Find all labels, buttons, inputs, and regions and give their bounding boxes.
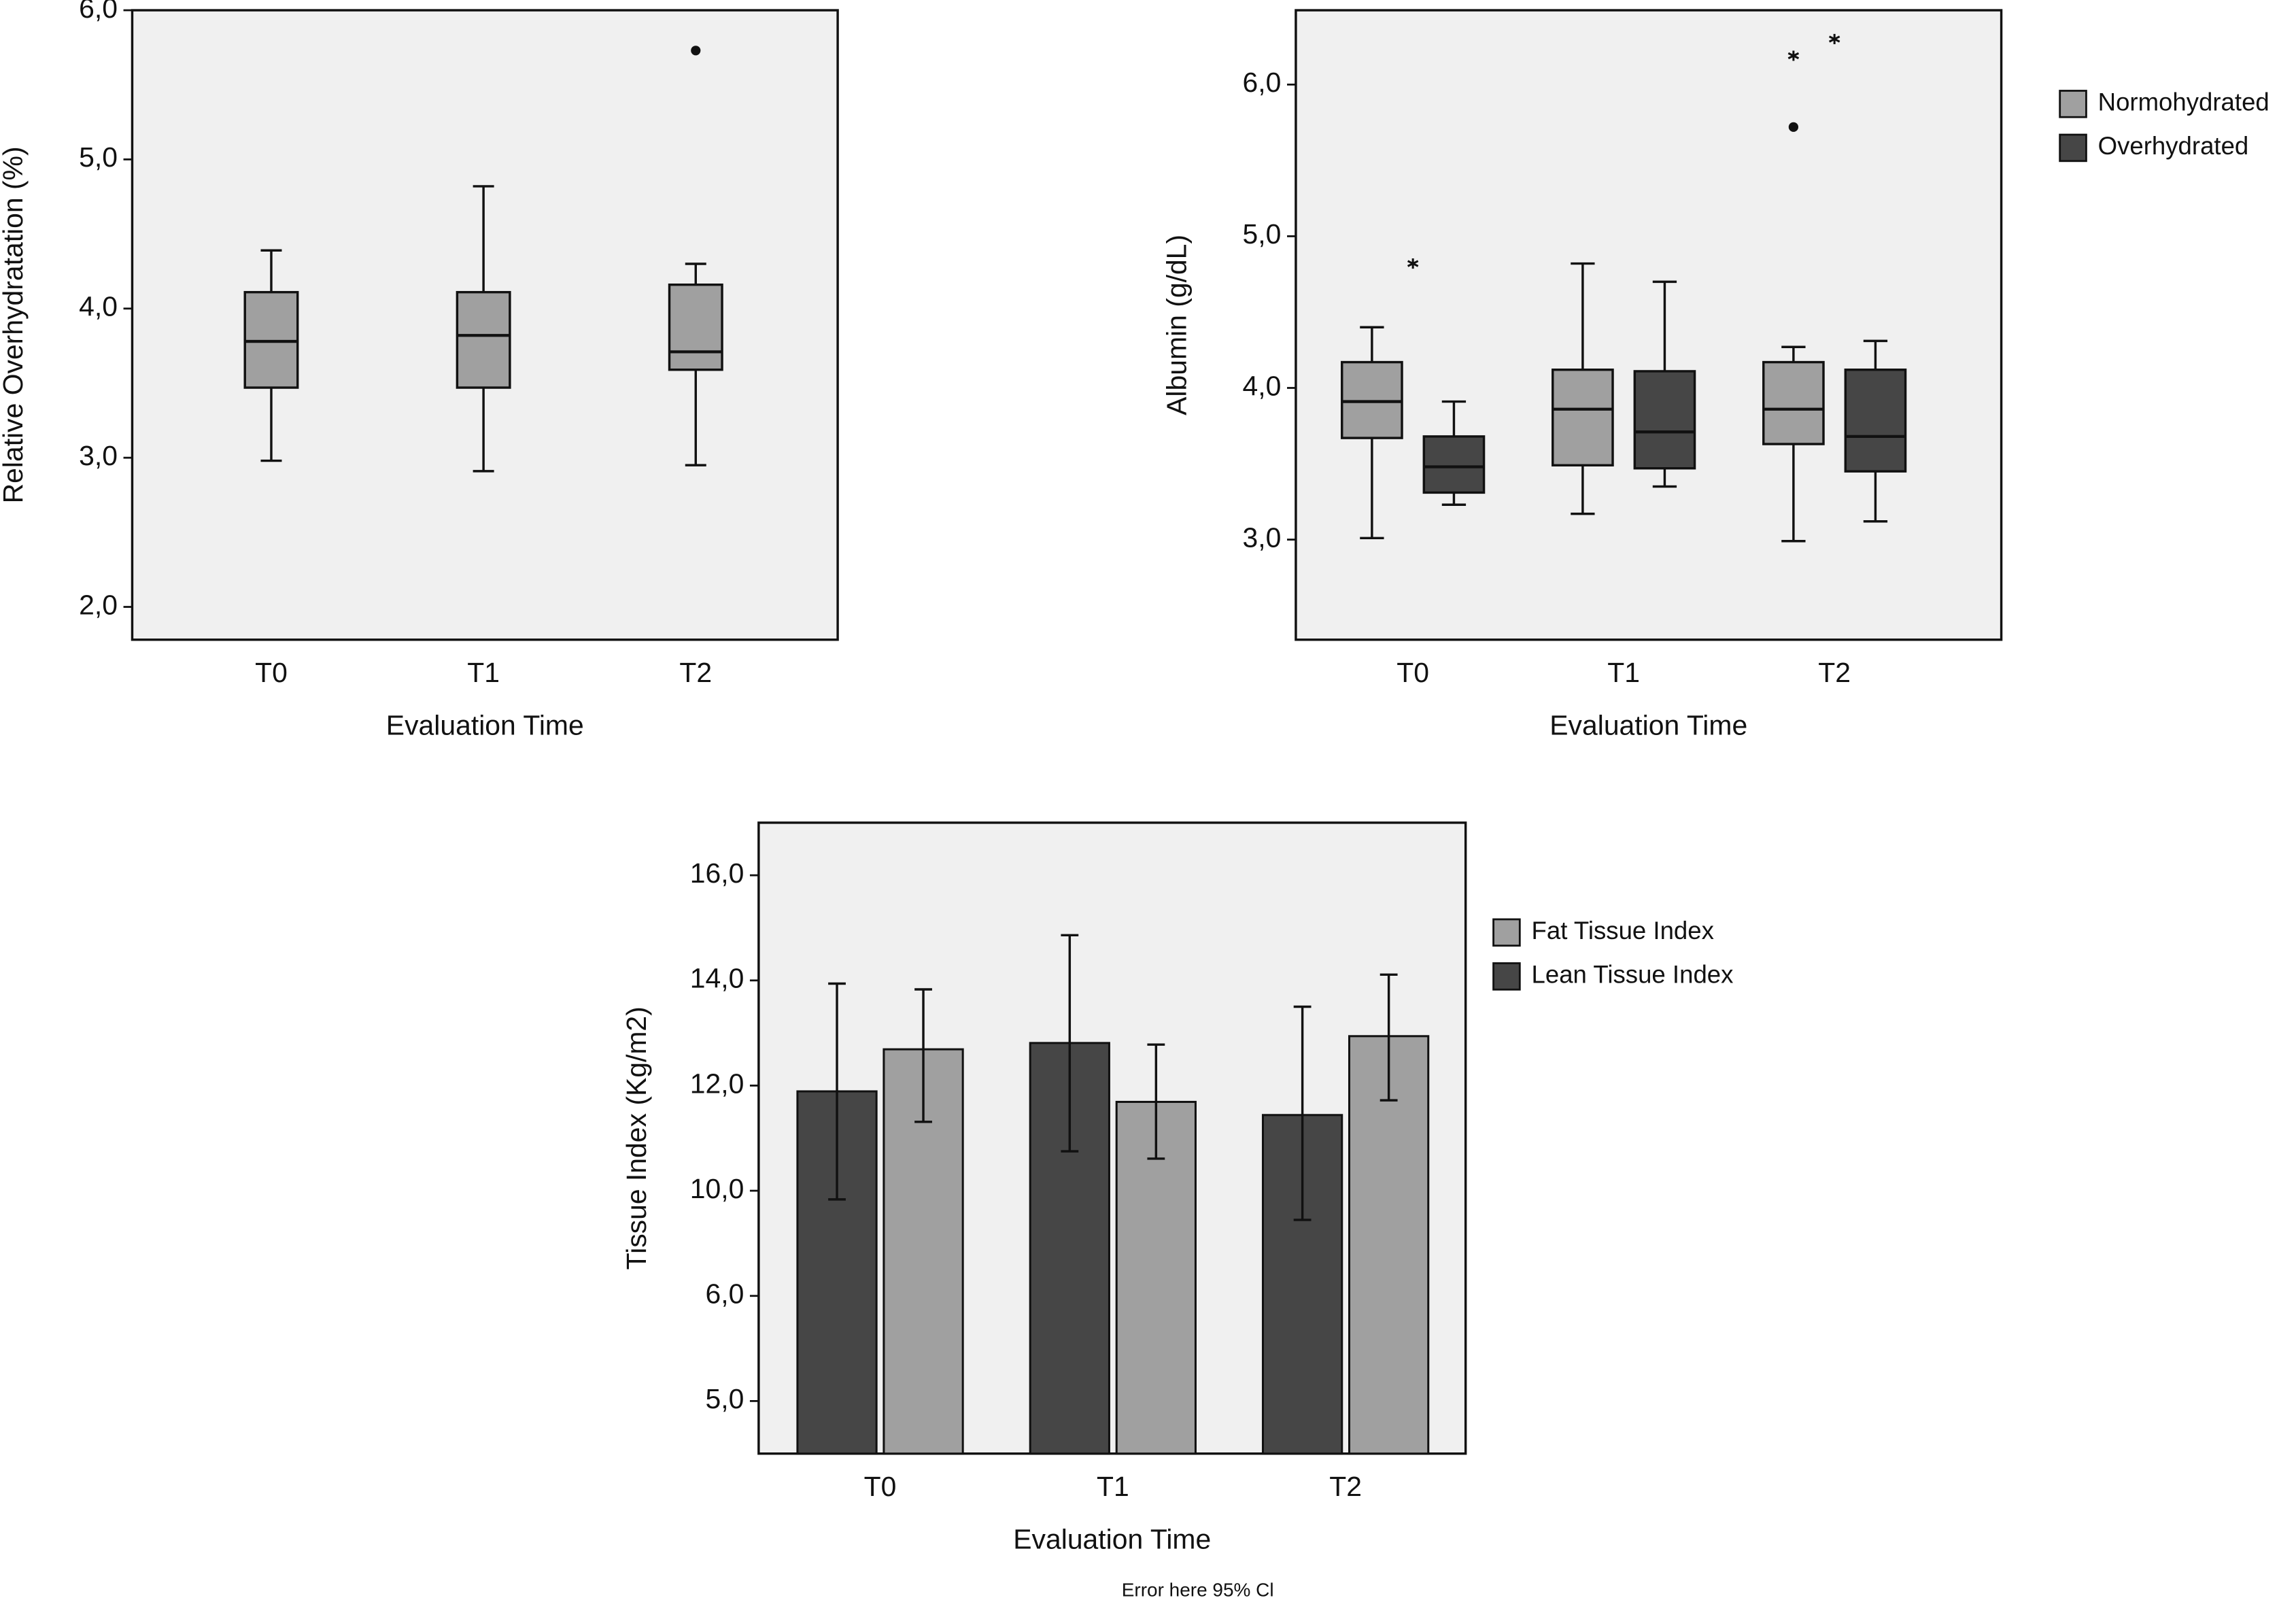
legend-label: Normohydrated bbox=[2098, 88, 2269, 116]
y-tick-label: 4,0 bbox=[1243, 370, 1282, 401]
y-tick-label: 6,0 bbox=[705, 1278, 744, 1310]
y-tick-label: 3,0 bbox=[79, 440, 118, 471]
extreme bbox=[1407, 258, 1419, 269]
x-tick-label: T1 bbox=[467, 657, 500, 688]
box bbox=[1762, 360, 1825, 445]
legend-swatch bbox=[2059, 90, 2087, 118]
y-tick-label: 6,0 bbox=[1243, 67, 1282, 98]
chart-panel: 3,0 4,0 5,0 6,0 T0 T1 T2 Evaluation Time Albumin… bbox=[1161, 9, 2269, 741]
box bbox=[243, 290, 299, 389]
bar bbox=[1115, 1100, 1197, 1455]
chart-panel: 5,0 6,0 10,0 12,0 14,0 16,0 T0 T1 T2 Evaluation T… bbox=[621, 821, 1734, 1600]
legend-label: Overhydrated bbox=[2098, 132, 2249, 160]
y-tick-label: 6,0 bbox=[79, 0, 118, 24]
y-tick-label: 5,0 bbox=[705, 1383, 744, 1414]
box bbox=[1341, 360, 1403, 439]
extreme bbox=[1787, 50, 1800, 61]
y-tick-label: 5,0 bbox=[79, 141, 118, 173]
y-axis-label: Relative Overhydratation (%) bbox=[0, 146, 29, 503]
y-tick-label: 4,0 bbox=[79, 291, 118, 322]
y-tick-label: 10,0 bbox=[690, 1173, 744, 1204]
legend-swatch bbox=[2059, 133, 2087, 163]
box bbox=[1633, 370, 1696, 470]
x-tick-label: T2 bbox=[679, 657, 712, 688]
y-tick-label: 14,0 bbox=[690, 963, 744, 994]
chart-panel: 2,0 3,0 4,0 5,0 6,0 T0 T1 T2 Evaluation Time Rela… bbox=[0, 0, 839, 741]
x-tick-label: T2 bbox=[1818, 657, 1851, 688]
y-tick-label: 5,0 bbox=[1243, 218, 1282, 250]
y-tick-label: 12,0 bbox=[690, 1068, 744, 1099]
plot-area bbox=[1295, 9, 2003, 641]
legend-swatch bbox=[1492, 918, 1521, 947]
x-tick-label: T1 bbox=[1097, 1471, 1129, 1502]
x-tick-label: T0 bbox=[864, 1471, 897, 1502]
box bbox=[1422, 435, 1486, 494]
bar bbox=[1348, 1035, 1430, 1455]
note: Error here 95% Cl bbox=[1122, 1579, 1274, 1600]
y-tick-label: 3,0 bbox=[1243, 522, 1282, 553]
x-axis-label: Evaluation Time bbox=[1549, 710, 1747, 741]
x-axis-label: Evaluation Time bbox=[386, 710, 584, 741]
box bbox=[456, 290, 511, 389]
outlier bbox=[1788, 122, 1798, 132]
y-axis-label: Tissue Index (Kg/m2) bbox=[621, 1006, 652, 1270]
y-tick-label: 16,0 bbox=[690, 857, 744, 889]
box bbox=[1844, 369, 1907, 473]
x-tick-label: T0 bbox=[1397, 657, 1429, 688]
outlier bbox=[691, 46, 701, 56]
box bbox=[1552, 369, 1614, 466]
x-tick-label: T0 bbox=[255, 657, 288, 688]
legend-label: Lean Tissue Index bbox=[1532, 961, 1734, 989]
legend-swatch bbox=[1492, 962, 1521, 991]
y-tick-label: 2,0 bbox=[79, 589, 118, 620]
extreme bbox=[1828, 33, 1840, 44]
y-axis-label: Albumin (g/dL) bbox=[1161, 235, 1193, 415]
box bbox=[668, 283, 723, 371]
x-tick-label: T1 bbox=[1607, 657, 1640, 688]
x-axis-label: Evaluation Time bbox=[1013, 1524, 1211, 1555]
legend-label: Fat Tissue Index bbox=[1532, 917, 1714, 944]
x-tick-label: T2 bbox=[1329, 1471, 1362, 1502]
